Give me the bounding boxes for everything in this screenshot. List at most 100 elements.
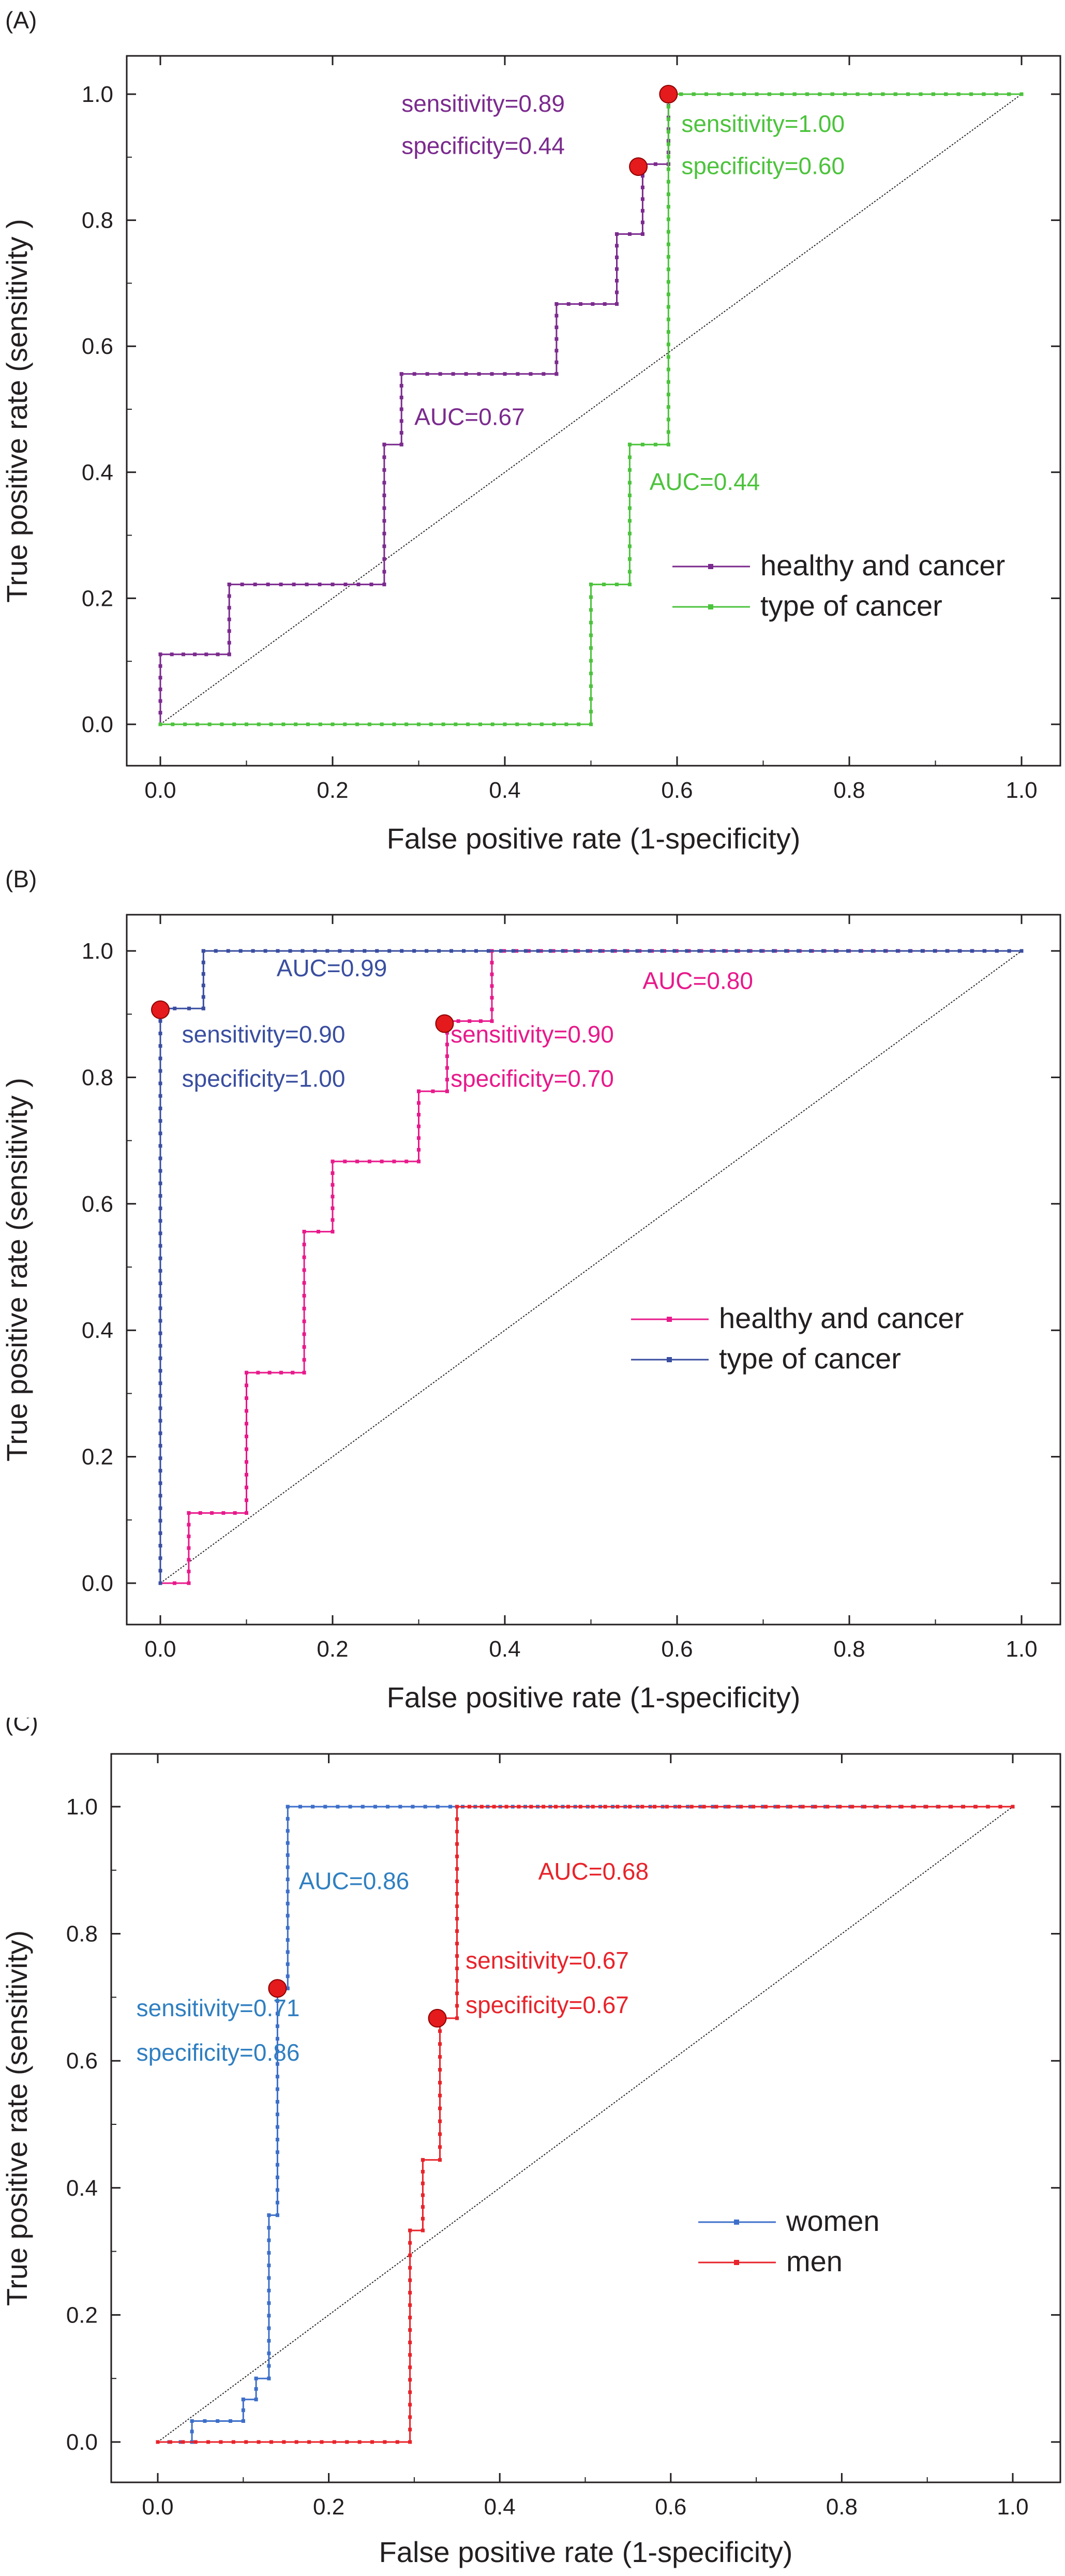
series-point bbox=[187, 1581, 191, 1585]
series-point bbox=[821, 949, 826, 953]
annotation-label: AUC=0.68 bbox=[538, 1858, 649, 1885]
series-point bbox=[275, 2024, 279, 2028]
series-point bbox=[998, 1805, 1002, 1809]
panel-label: (B) bbox=[5, 866, 37, 892]
series-point bbox=[445, 1054, 449, 1058]
series-point bbox=[666, 155, 670, 159]
series-point bbox=[302, 1306, 306, 1311]
series-point bbox=[665, 1805, 669, 1809]
series-point bbox=[275, 2163, 279, 2167]
series-point bbox=[486, 949, 490, 953]
series-point bbox=[158, 1231, 162, 1235]
series-point bbox=[548, 949, 552, 953]
series-point bbox=[417, 1148, 421, 1152]
series-point bbox=[343, 583, 348, 587]
series-point bbox=[245, 1511, 248, 1515]
series-point bbox=[924, 1805, 928, 1809]
series-point bbox=[158, 1518, 162, 1523]
annotation-label: specificity=0.67 bbox=[466, 1991, 629, 2018]
series-line bbox=[160, 93, 1022, 725]
series-point bbox=[263, 949, 267, 953]
series-point bbox=[254, 2387, 258, 2391]
series-point bbox=[187, 1558, 191, 1562]
series-point bbox=[367, 722, 371, 726]
series-point bbox=[302, 1358, 306, 1362]
y-tick-label: 0.0 bbox=[82, 712, 113, 737]
series-point bbox=[969, 92, 973, 96]
series-point bbox=[275, 2049, 279, 2053]
series-point bbox=[331, 1206, 335, 1210]
series-point bbox=[292, 583, 296, 587]
series-point bbox=[875, 1805, 879, 1809]
series-point bbox=[717, 92, 721, 96]
series-point bbox=[455, 1916, 459, 1920]
series-point bbox=[949, 1805, 953, 1809]
series-point bbox=[809, 949, 813, 953]
series-point bbox=[187, 1523, 191, 1527]
x-tick-label: 0.4 bbox=[489, 1636, 520, 1662]
x-axis-label: False positive rate (1-specificity) bbox=[379, 2536, 793, 2568]
series-point bbox=[220, 722, 224, 726]
series-point bbox=[931, 92, 935, 96]
series-point bbox=[323, 1805, 327, 1809]
panel-b: (B) 0.0 0.2 0.4 0.6 0.8 1.0 0.0 0.2 0.4 0.6 0.8 1.0 F… bbox=[0, 859, 1065, 1718]
series-point bbox=[168, 2440, 172, 2444]
series-point bbox=[158, 1544, 162, 1548]
roc-chart-b: (B) 0.0 0.2 0.4 0.6 0.8 1.0 0.0 0.2 0.4 0.6 0.8 1.0 F… bbox=[1, 866, 1061, 1714]
series-point bbox=[286, 1901, 290, 1905]
series-point bbox=[846, 949, 850, 953]
series-point bbox=[653, 162, 657, 166]
series-point bbox=[982, 92, 986, 96]
series-point bbox=[408, 2290, 412, 2295]
series-point bbox=[267, 2264, 271, 2268]
series-point bbox=[387, 949, 392, 953]
series-point bbox=[437, 949, 441, 953]
series-point bbox=[331, 1195, 335, 1199]
series-point bbox=[207, 722, 212, 726]
y-tick-label: 0.8 bbox=[82, 208, 113, 233]
series-point bbox=[253, 583, 257, 587]
series-point bbox=[666, 255, 670, 259]
series-point bbox=[628, 1805, 632, 1809]
y-tick-label: 0.2 bbox=[82, 1445, 113, 1470]
series-point bbox=[275, 2087, 279, 2091]
series-point bbox=[275, 2112, 279, 2117]
series-point bbox=[302, 1268, 306, 1272]
series-point bbox=[382, 583, 386, 587]
series-point bbox=[529, 372, 533, 376]
x-axis-label: False positive rate (1-specificity) bbox=[387, 1681, 801, 1714]
series-point bbox=[275, 2075, 279, 2079]
series-point bbox=[490, 995, 494, 1000]
series-point bbox=[221, 1511, 226, 1515]
series-point bbox=[862, 1805, 866, 1809]
series-point bbox=[961, 1805, 965, 1809]
series-point bbox=[455, 1954, 459, 1958]
series-point bbox=[445, 1043, 449, 1047]
series-point bbox=[995, 949, 999, 953]
series-point bbox=[294, 2440, 298, 2444]
series-point bbox=[245, 722, 248, 726]
annotation-label: sensitivity=1.00 bbox=[681, 110, 845, 137]
series-point bbox=[614, 302, 619, 306]
series-point bbox=[445, 1089, 449, 1093]
series-point bbox=[666, 367, 670, 371]
series-point bbox=[245, 1485, 248, 1490]
x-tick-label: 0.8 bbox=[833, 1636, 865, 1662]
series-point bbox=[517, 1805, 521, 1809]
series-point bbox=[382, 468, 386, 472]
annotation-label: sensitivity=0.90 bbox=[182, 1021, 346, 1048]
series-point bbox=[438, 2119, 442, 2123]
series-point bbox=[281, 722, 286, 726]
series-point bbox=[226, 949, 230, 953]
series-point bbox=[286, 1926, 290, 1930]
series-point bbox=[464, 372, 468, 376]
series-point bbox=[158, 1019, 162, 1023]
series-point bbox=[554, 1805, 558, 1809]
series-point bbox=[438, 2080, 442, 2084]
series-point bbox=[689, 1805, 694, 1809]
series-point bbox=[356, 583, 361, 587]
series-point bbox=[375, 949, 379, 953]
series-point bbox=[244, 2440, 248, 2444]
series-point bbox=[245, 1498, 248, 1502]
series-point bbox=[801, 1805, 805, 1809]
